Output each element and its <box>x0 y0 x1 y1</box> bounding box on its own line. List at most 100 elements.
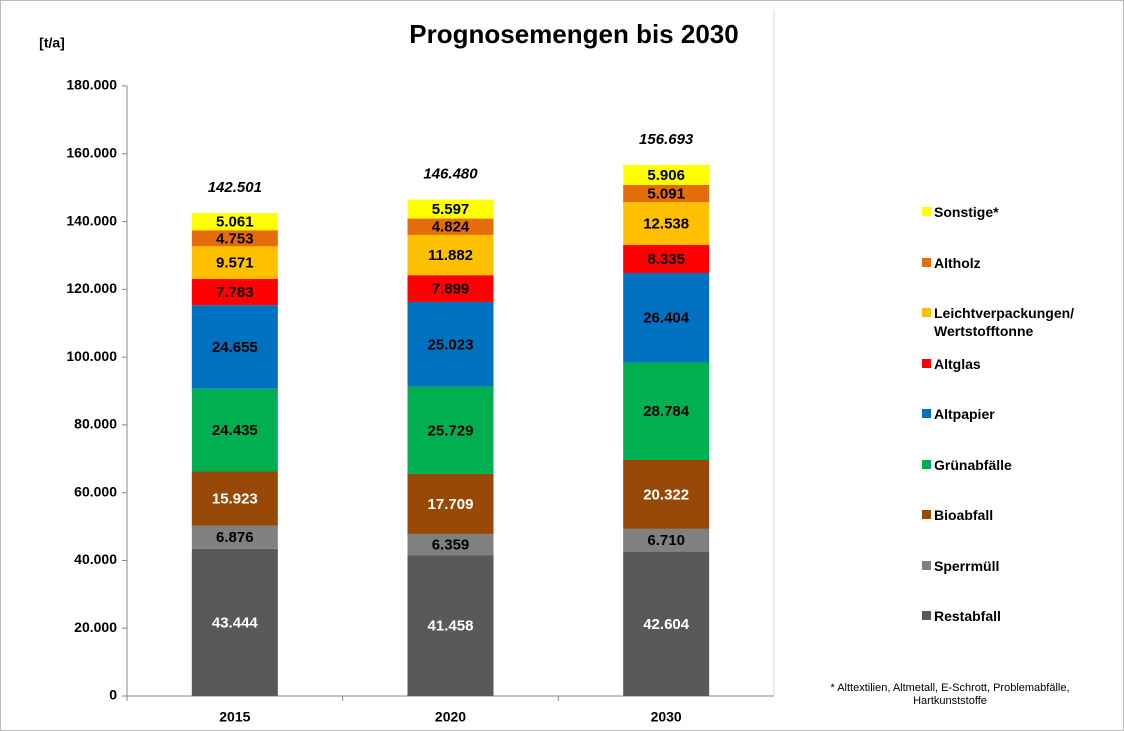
legend-item: Leichtverpackungen/ Wertstofftonne <box>922 304 1112 340</box>
footnote: * Alttextilien, Altmetall, E-Schrott, Pr… <box>830 682 1070 707</box>
y-tick-label: 120.000 <box>66 280 117 296</box>
bar-segment <box>623 460 710 529</box>
data-label: 4.824 <box>432 219 470 236</box>
legend-swatch <box>922 611 931 620</box>
y-tick-label: 60.000 <box>74 483 117 499</box>
bar-segment <box>407 301 494 387</box>
bar-segment <box>623 551 710 696</box>
bar-segment <box>191 230 278 247</box>
data-label: 15.923 <box>212 490 258 507</box>
data-label: 28.784 <box>643 403 690 420</box>
legend-item: Sonstige* <box>922 203 1112 221</box>
data-label: 24.435 <box>212 422 258 439</box>
bar-segment <box>407 473 494 534</box>
legend-label: Altglas <box>934 355 981 372</box>
chart-title: Prognosemengen bis 2030 <box>409 19 738 49</box>
legend-label: Sperrmüll <box>934 557 1000 574</box>
total-label: 156.693 <box>639 131 694 148</box>
bar-segment <box>623 272 710 363</box>
legend-label: Altholz <box>934 254 981 271</box>
legend-label: Restabfall <box>934 608 1001 624</box>
legend-swatch <box>922 459 931 469</box>
legend-swatch <box>922 409 931 418</box>
y-tick-label: 100.000 <box>66 348 117 364</box>
legend-swatch <box>922 308 931 317</box>
bar-segment <box>623 202 710 245</box>
bar-segment <box>191 471 278 526</box>
data-label: 41.458 <box>428 618 474 635</box>
legend-item: Altglas <box>922 355 1112 373</box>
legend-item: Altholz <box>922 254 1112 272</box>
bar-segment <box>623 244 710 273</box>
legend-label: Grünabfälle <box>934 456 1012 473</box>
legend-swatch <box>922 257 931 267</box>
y-tick-label: 40.000 <box>74 551 117 567</box>
data-label: 5.061 <box>216 214 254 231</box>
data-label: 5.091 <box>647 186 685 203</box>
bar-segment <box>191 388 278 472</box>
data-label: 25.729 <box>428 422 474 439</box>
bar-segment <box>623 362 710 461</box>
data-label: 6.876 <box>216 529 254 546</box>
legend-item: Grünabfälle <box>922 456 1112 474</box>
data-label: 26.404 <box>643 310 690 327</box>
data-label: 8.335 <box>647 251 685 268</box>
legend-item: Bioabfall <box>922 506 1112 524</box>
total-label: 146.480 <box>423 166 478 183</box>
data-label: 7.899 <box>432 281 470 298</box>
data-label: 20.322 <box>643 486 689 503</box>
data-label: 4.753 <box>216 230 254 247</box>
legend-label: Sonstige* <box>934 204 999 220</box>
bar-segment <box>407 555 494 696</box>
bar-segment <box>191 278 278 306</box>
y-axis-label: [t/a] <box>39 35 65 51</box>
x-tick-label: 2020 <box>435 709 466 725</box>
y-tick-label: 140.000 <box>66 212 117 228</box>
data-label: 6.359 <box>432 537 470 554</box>
legend-label: Bioabfall <box>934 507 994 523</box>
data-label: 24.655 <box>212 339 258 356</box>
y-tick-label: 0 <box>109 687 117 703</box>
data-label: 5.597 <box>432 201 470 218</box>
data-label: 43.444 <box>212 614 259 631</box>
data-label: 9.571 <box>216 255 254 272</box>
data-label: 6.710 <box>647 532 685 549</box>
bar-segment <box>407 218 494 235</box>
bar-segment <box>191 525 278 549</box>
legend-swatch <box>922 207 931 216</box>
y-tick-label: 80.000 <box>74 416 117 432</box>
data-label: 12.538 <box>643 215 689 232</box>
bar-segment <box>623 184 710 203</box>
data-label: 42.604 <box>643 616 690 633</box>
legend-item: Altpapier <box>922 405 1112 423</box>
y-tick-label: 20.000 <box>74 619 117 635</box>
bar-segment <box>407 275 494 302</box>
y-tick-label: 180.000 <box>66 77 117 93</box>
legend-swatch <box>922 560 931 570</box>
data-label: 7.783 <box>216 284 254 301</box>
bar-segment <box>407 533 494 556</box>
legend-label: Altpapier <box>934 406 995 422</box>
data-label: 5.906 <box>647 167 685 184</box>
x-tick-label: 2015 <box>219 709 250 725</box>
bar-segment <box>623 164 710 185</box>
bar-segment <box>407 386 494 474</box>
legend-label: Leichtverpackungen/ Wertstofftonne <box>934 305 1075 339</box>
legend-item: Restabfall <box>922 607 1112 625</box>
bar-segment <box>407 234 494 276</box>
bar-segment <box>407 199 494 219</box>
data-label: 11.882 <box>428 247 473 264</box>
bar-segment <box>191 213 278 231</box>
y-tick-label: 160.000 <box>66 144 117 160</box>
legend-swatch <box>922 358 931 368</box>
x-tick-label: 2030 <box>651 709 682 725</box>
data-label: 17.709 <box>428 496 474 513</box>
bar-segment <box>191 305 278 389</box>
bar-segment <box>191 548 278 696</box>
legend-swatch <box>922 510 931 519</box>
total-label: 142.501 <box>208 179 262 196</box>
bar-segment <box>623 528 710 552</box>
legend-item: Sperrmüll <box>922 557 1112 575</box>
